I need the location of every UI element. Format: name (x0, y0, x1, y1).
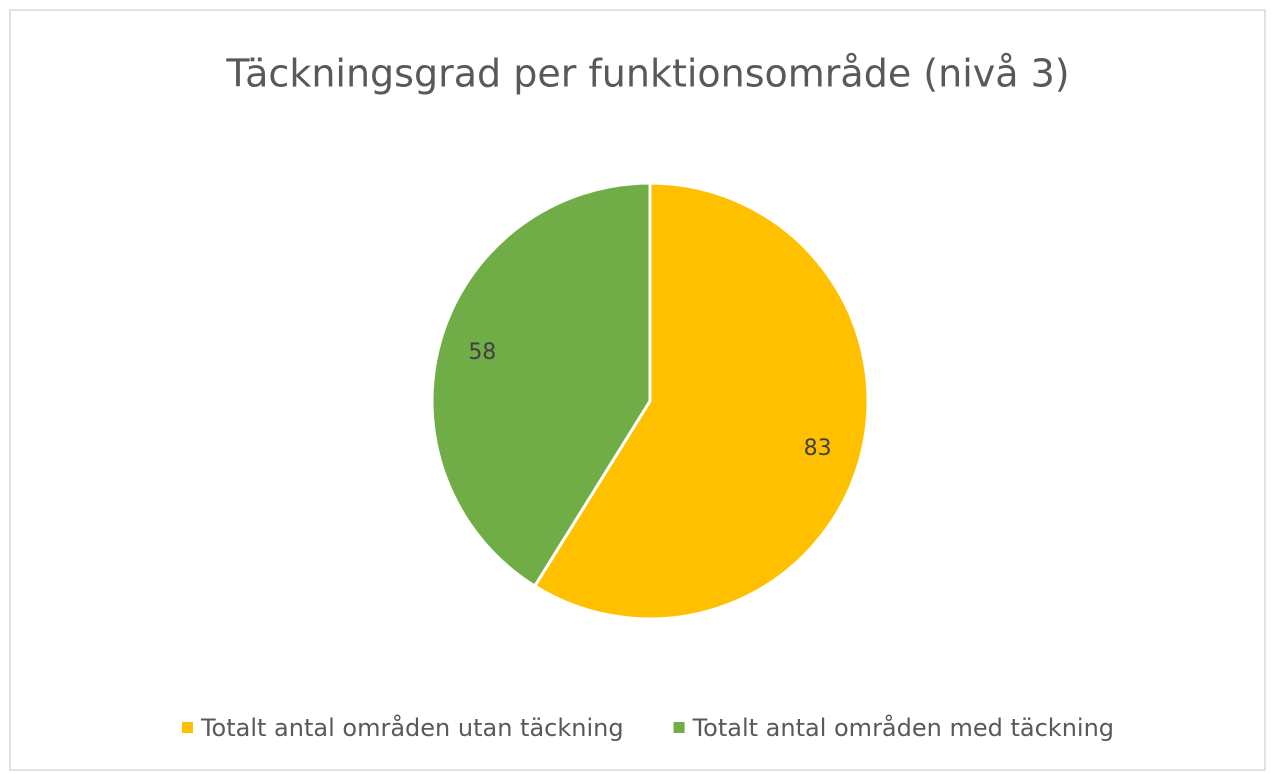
legend-label: Totalt antal områden utan täckning (200, 713, 624, 742)
data-label: 83 (804, 436, 832, 461)
legend-marker (181, 722, 193, 733)
data-label: 58 (468, 340, 496, 365)
legend-marker (673, 722, 685, 733)
chart-title: Täckningsgrad per funktionsområde (nivå … (225, 52, 1069, 96)
pie-slice (532, 181, 870, 621)
pie-slice (430, 181, 652, 589)
legend-label: Totalt antal områden med täckning (692, 713, 1114, 742)
